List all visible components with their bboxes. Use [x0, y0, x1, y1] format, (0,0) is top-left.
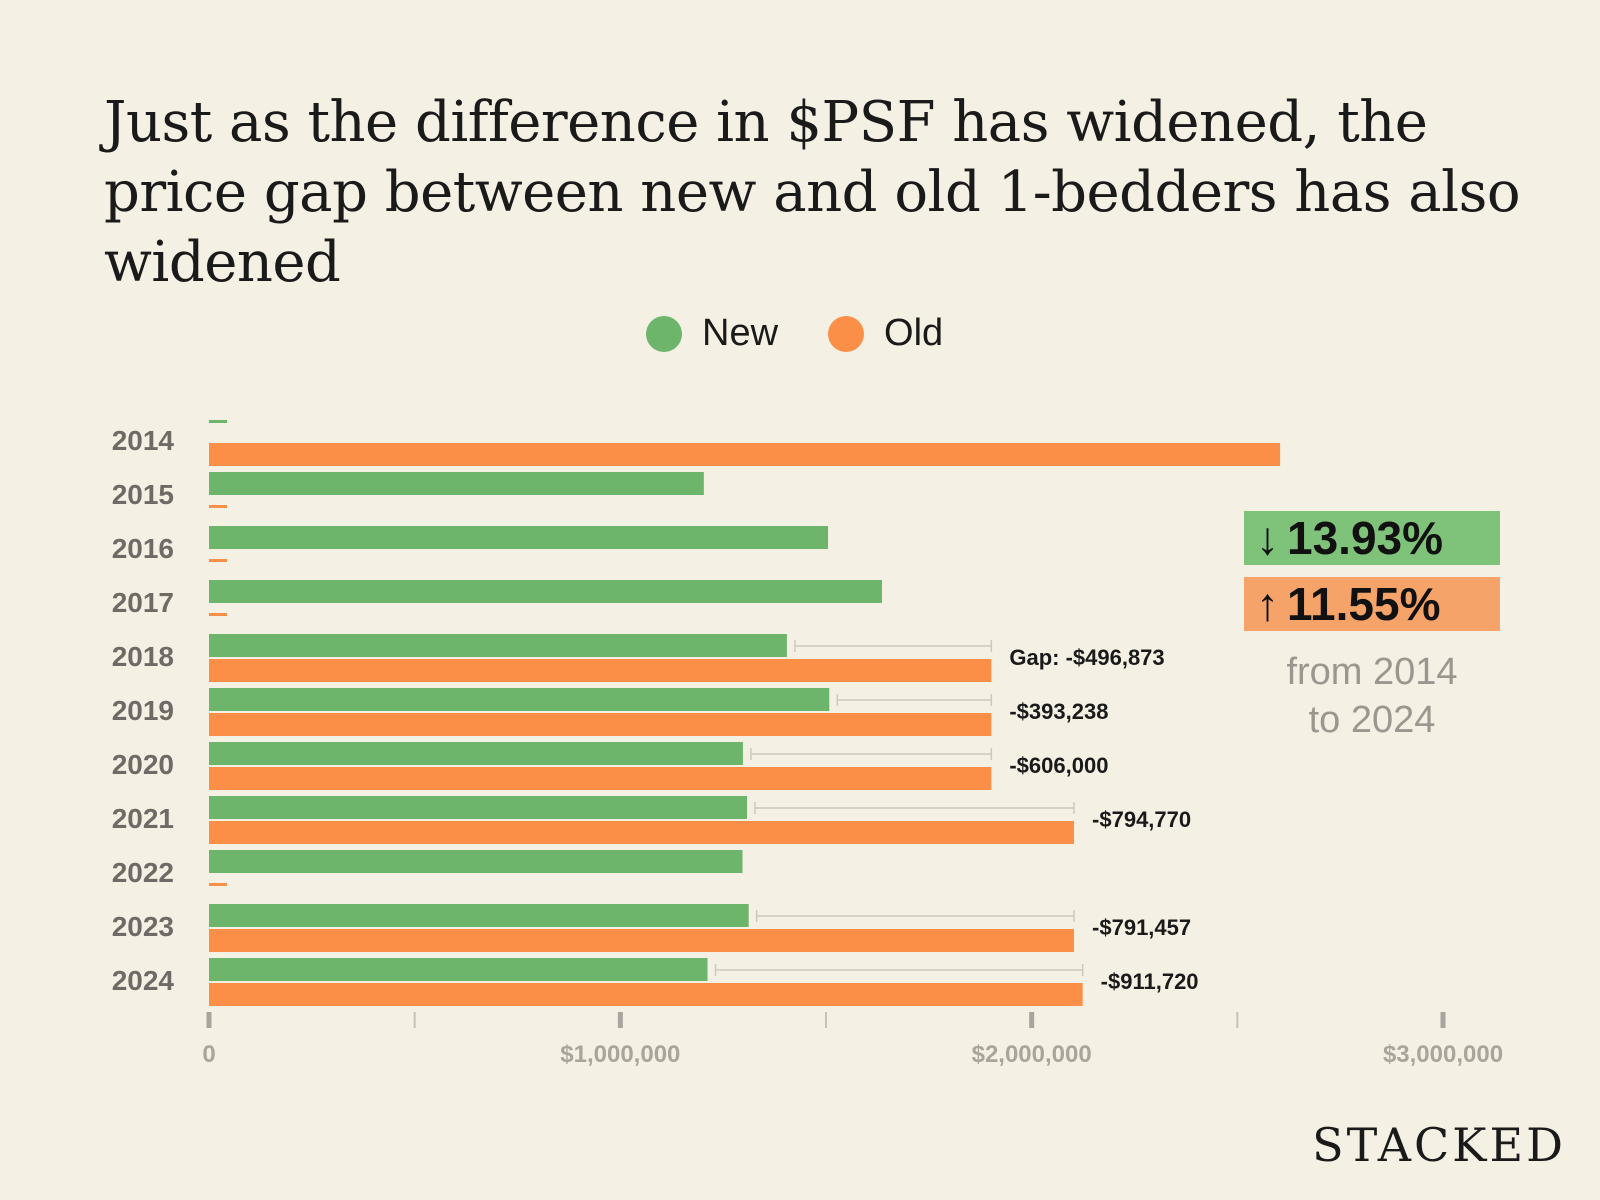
- x-tick-label: 0: [202, 1041, 215, 1068]
- brand-logo: STACKED: [1312, 1118, 1566, 1172]
- bar-old-missing: [209, 883, 227, 886]
- x-tick-label: $3,000,000: [1383, 1041, 1503, 1068]
- legend-label-old: Old: [884, 312, 944, 354]
- bar-new: [209, 634, 787, 657]
- legend-label-new: New: [702, 312, 779, 354]
- arrow-up-icon: ↑: [1256, 578, 1279, 630]
- bar-new: [209, 796, 748, 819]
- bar-new: [209, 580, 882, 603]
- bar-old: [209, 983, 1083, 1006]
- bar-old-missing: [209, 505, 227, 508]
- new-change-badge: ↓ 13.93%: [1244, 511, 1500, 565]
- bar-old: [209, 443, 1281, 466]
- bar-old: [209, 713, 992, 736]
- y-tick-label: 2021: [112, 803, 174, 834]
- arrow-down-icon: ↓: [1256, 512, 1279, 564]
- new-change-value: 13.93%: [1287, 512, 1444, 564]
- y-tick-label: 2014: [112, 425, 175, 456]
- bar-old-missing: [209, 559, 227, 562]
- y-tick-label: 2020: [112, 749, 174, 780]
- legend: New Old: [646, 312, 993, 355]
- gap-label: -$393,238: [1009, 699, 1108, 724]
- legend-item-new: New: [646, 312, 778, 355]
- y-tick-label: 2018: [112, 641, 174, 672]
- bar-new: [209, 904, 749, 927]
- legend-swatch-old: [828, 315, 865, 352]
- change-period-note: from 2014 to 2024: [1244, 648, 1500, 744]
- y-tick-label: 2022: [112, 857, 174, 888]
- gap-label: Gap: -$496,873: [1009, 645, 1164, 670]
- bar-new: [209, 958, 708, 981]
- bar-new: [209, 850, 743, 873]
- change-period-line1: from 2014: [1286, 651, 1458, 693]
- legend-item-old: Old: [828, 312, 943, 355]
- bar-old: [209, 821, 1075, 844]
- chart-title: Just as the difference in $PSF has widen…: [104, 90, 1521, 295]
- bar-new: [209, 526, 829, 549]
- y-tick-label: 2019: [112, 695, 174, 726]
- gap-label: -$794,770: [1092, 807, 1191, 832]
- old-change-value: 11.55%: [1287, 578, 1441, 630]
- y-tick-label: 2024: [112, 965, 175, 996]
- x-tick-label: $1,000,000: [560, 1041, 680, 1068]
- bar-new-missing: [209, 420, 227, 423]
- y-tick-label: 2017: [112, 587, 174, 618]
- x-tick-label: $2,000,000: [972, 1041, 1092, 1068]
- bar-old: [209, 659, 992, 682]
- y-tick-label: 2016: [112, 533, 174, 564]
- bar-old: [209, 767, 992, 790]
- bar-new: [209, 742, 743, 765]
- legend-swatch-new: [646, 315, 682, 352]
- bar-new: [209, 472, 704, 495]
- y-tick-label: 2023: [112, 911, 174, 942]
- bar-old: [209, 929, 1075, 952]
- bar-old-missing: [209, 613, 227, 616]
- y-tick-label: 2015: [112, 479, 174, 510]
- old-change-badge: ↑ 11.55%: [1244, 577, 1500, 631]
- bar-new: [209, 688, 830, 711]
- gap-label: -$606,000: [1009, 753, 1108, 778]
- change-period-line2: to 2024: [1308, 699, 1436, 741]
- gap-label: -$911,720: [1101, 969, 1199, 994]
- gap-label: -$791,457: [1092, 915, 1191, 940]
